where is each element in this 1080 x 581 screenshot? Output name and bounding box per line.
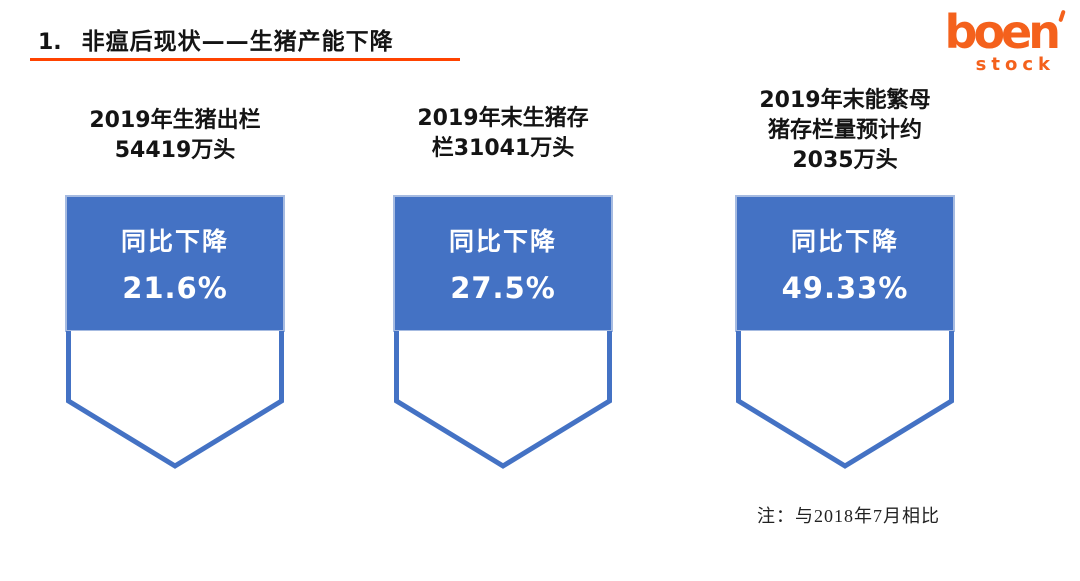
logo-wordmark-text: boen (944, 5, 1062, 59)
banner-top-1: 同比下降 21.6% (65, 195, 285, 332)
title-number: 1. (38, 30, 62, 55)
column-heading-3: 2019年末能繁母 猪存栏量预计约 2035万头 (759, 88, 931, 173)
header: 1. 非瘟后现状——生猪产能下降 (38, 22, 394, 56)
title-underline (30, 58, 460, 61)
banner-label: 同比下降 (790, 227, 899, 256)
banner-shape-2: 同比下降 27.5% (393, 195, 613, 471)
banner-shape-3: 同比下降 49.33% (735, 195, 955, 471)
banner-value: 27.5% (450, 271, 556, 305)
banner-pointer-down-icon (736, 331, 954, 469)
logo-accent-tick-icon (1058, 9, 1066, 23)
logo-wordmark: boen (944, 5, 1066, 59)
banner-label: 同比下降 (120, 227, 229, 256)
banner-value: 49.33% (781, 271, 909, 305)
brand-logo: boen stock (944, 5, 1066, 76)
column-heading-1: 2019年生猪出栏 54419万头 (89, 108, 261, 163)
banner-top-2: 同比下降 27.5% (393, 195, 613, 332)
page-title: 非瘟后现状——生猪产能下降 (81, 29, 394, 55)
banner-pointer-down-icon (394, 331, 612, 469)
banner-top-3: 同比下降 49.33% (735, 195, 955, 332)
logo-subtext: stock (975, 54, 1055, 76)
banner-label: 同比下降 (448, 227, 557, 256)
banner-shape-1: 同比下降 21.6% (65, 195, 285, 471)
footnote: 注：与2018年7月相比 (757, 506, 940, 526)
column-heading-2: 2019年末生猪存 栏31041万头 (417, 106, 589, 161)
banner-value: 21.6% (122, 271, 228, 305)
banner-pointer-down-icon (66, 331, 284, 469)
